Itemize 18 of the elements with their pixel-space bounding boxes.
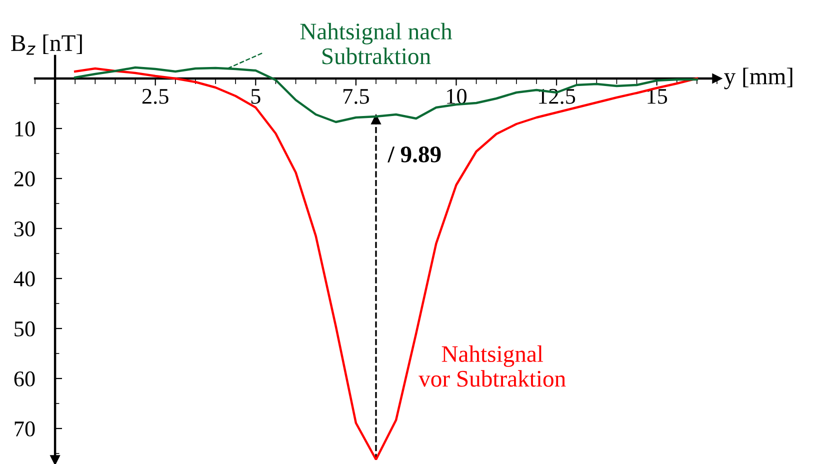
y-tick-label: 60 [14, 371, 35, 386]
x-tick-label: 2.5 [142, 88, 168, 104]
x-tick-label: 5 [251, 89, 260, 104]
y-axis-title: B$_{z}$ [nT] [11, 34, 82, 55]
y-tick-label: 30 [14, 221, 35, 236]
y-tick-label: 50 [14, 321, 35, 336]
series-label: Nahtsignal vor Subtraktion [418, 345, 566, 387]
line-series [74, 67, 698, 460]
series-label: Nahtsignal nach Subtraktion [300, 22, 452, 64]
x-tick-label: 7.5 [344, 89, 369, 104]
y-tick-label: 20 [14, 171, 35, 186]
y-tick-label: 70 [14, 421, 35, 436]
x-tick-label: 10 [447, 88, 466, 104]
y-tick-label: 10 [15, 121, 35, 136]
annotation: / 9.89 [388, 146, 441, 163]
x-axis-title: y [mm] [724, 68, 792, 90]
y-tick-label: 40 [14, 271, 35, 286]
x-tick-label: 15 [648, 88, 668, 104]
